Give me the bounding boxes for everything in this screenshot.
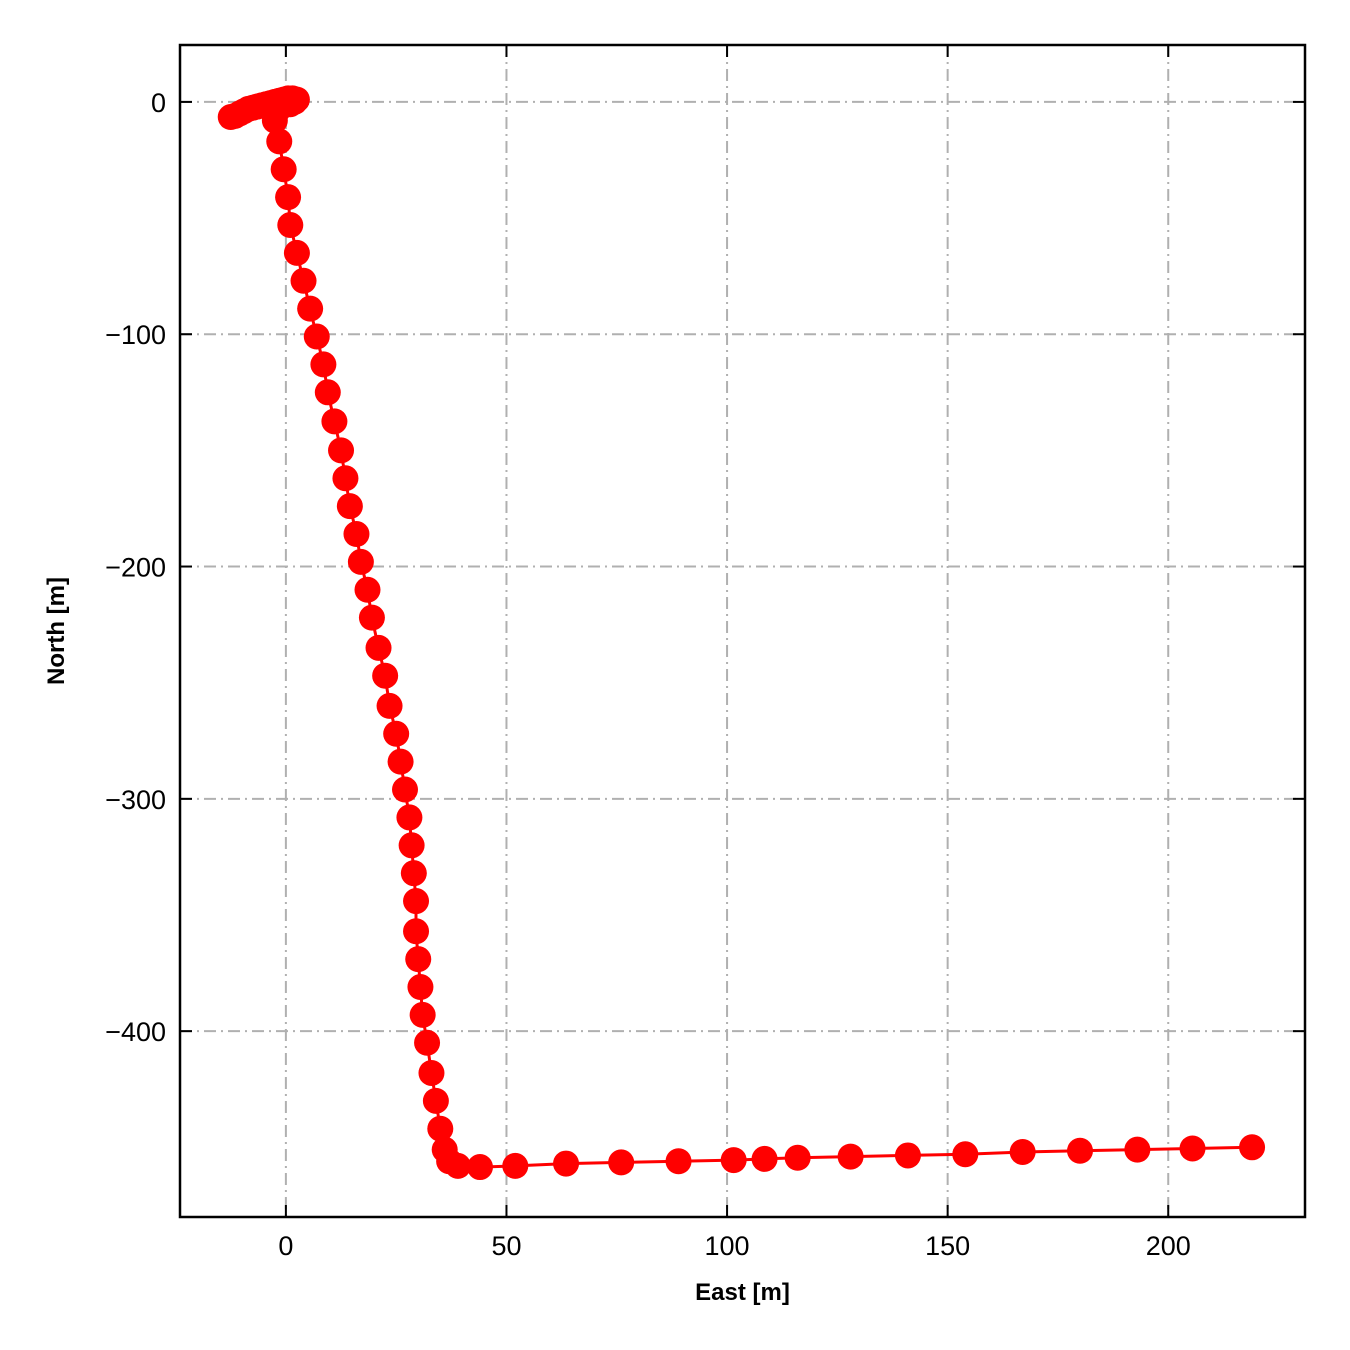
axis-ticks: 0 50 100 150 200 0 −100 −200 −300 −400 bbox=[105, 45, 1305, 1261]
x-axis-title: East [m] bbox=[695, 1279, 790, 1306]
data-point-30 bbox=[314, 379, 341, 406]
data-point-46 bbox=[398, 832, 425, 859]
x-tick-label-3: 150 bbox=[925, 1231, 970, 1261]
y-axis-title: North [m] bbox=[43, 577, 70, 685]
data-point-69 bbox=[894, 1142, 921, 1169]
y-tick-label-4: −400 bbox=[105, 1017, 166, 1047]
data-point-48 bbox=[403, 888, 430, 915]
data-point-63 bbox=[608, 1149, 635, 1176]
data-point-34 bbox=[336, 493, 363, 520]
plot-frame bbox=[178, 43, 1307, 1219]
data-point-52 bbox=[409, 1001, 436, 1028]
data-point-62 bbox=[553, 1150, 580, 1177]
data-point-51 bbox=[407, 974, 434, 1001]
data-point-23 bbox=[275, 184, 302, 211]
data-point-42 bbox=[383, 720, 410, 747]
data-point-41 bbox=[376, 692, 403, 719]
data-point-45 bbox=[396, 804, 423, 831]
data-point-37 bbox=[354, 576, 381, 603]
data-point-22 bbox=[270, 156, 297, 183]
data-point-27 bbox=[297, 295, 324, 322]
data-point-38 bbox=[358, 604, 385, 631]
data-point-66 bbox=[751, 1145, 778, 1172]
x-tick-label-2: 100 bbox=[705, 1231, 750, 1261]
data-point-31 bbox=[321, 408, 348, 435]
x-tick-label-1: 50 bbox=[491, 1231, 521, 1261]
plot-area bbox=[217, 85, 1266, 1181]
data-point-59 bbox=[444, 1152, 471, 1179]
data-point-40 bbox=[372, 662, 399, 689]
y-tick-label-2: −200 bbox=[105, 553, 166, 583]
data-point-24 bbox=[277, 212, 304, 239]
data-point-28 bbox=[303, 323, 330, 350]
data-point-73 bbox=[1124, 1136, 1151, 1163]
data-point-55 bbox=[422, 1087, 449, 1114]
data-point-26 bbox=[290, 267, 317, 294]
data-point-36 bbox=[347, 548, 374, 575]
x-tick-label-4: 200 bbox=[1146, 1231, 1191, 1261]
data-point-65 bbox=[720, 1147, 747, 1174]
data-point-68 bbox=[837, 1143, 864, 1170]
data-point-50 bbox=[405, 946, 432, 973]
data-point-47 bbox=[400, 860, 427, 887]
data-point-67 bbox=[784, 1144, 811, 1171]
data-point-43 bbox=[387, 748, 414, 775]
data-point-53 bbox=[414, 1029, 441, 1056]
data-point-33 bbox=[332, 465, 359, 492]
data-point-32 bbox=[328, 437, 355, 464]
data-point-74 bbox=[1179, 1135, 1206, 1162]
y-tick-label-1: −100 bbox=[105, 320, 166, 350]
data-point-71 bbox=[1009, 1138, 1036, 1165]
data-point-64 bbox=[665, 1148, 692, 1175]
grid-lines bbox=[180, 45, 1305, 1217]
series-line-0 bbox=[230, 96, 1253, 1169]
y-tick-label-3: −300 bbox=[105, 785, 166, 815]
data-point-49 bbox=[403, 918, 430, 945]
y-tick-label-0: 0 bbox=[151, 88, 166, 118]
data-point-54 bbox=[418, 1059, 445, 1086]
data-point-44 bbox=[392, 776, 418, 803]
data-point-60 bbox=[467, 1154, 493, 1181]
data-point-72 bbox=[1067, 1137, 1093, 1164]
data-point-75 bbox=[1239, 1134, 1266, 1161]
data-point-21 bbox=[266, 128, 293, 155]
x-tick-label-0: 0 bbox=[278, 1231, 293, 1261]
data-point-56 bbox=[427, 1115, 454, 1142]
data-point-25 bbox=[283, 239, 310, 266]
data-point-20 bbox=[261, 107, 288, 134]
data-point-35 bbox=[343, 521, 370, 548]
data-point-61 bbox=[502, 1152, 529, 1179]
data-point-29 bbox=[310, 351, 337, 378]
data-point-39 bbox=[365, 634, 392, 661]
data-point-70 bbox=[952, 1141, 979, 1168]
